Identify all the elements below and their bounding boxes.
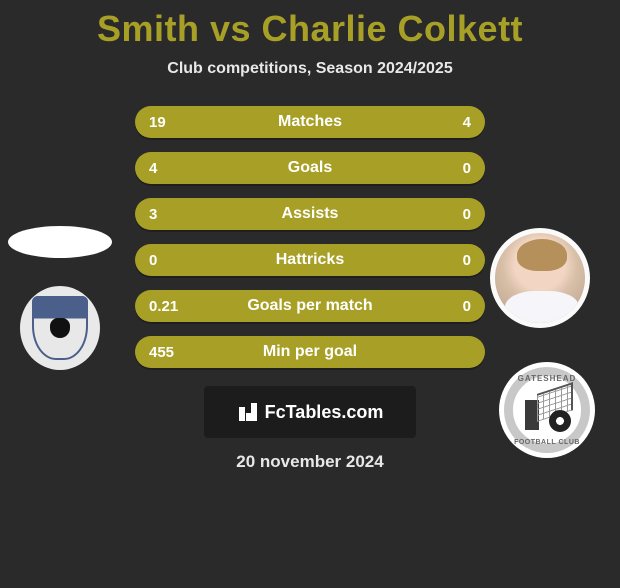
stat-left-value: 455 [149,344,174,361]
club-badge-left [20,286,100,370]
stat-row: 0.21 Goals per match 0 [135,290,485,322]
snapshot-date: 20 november 2024 [0,452,620,472]
stat-label: Goals per match [247,297,372,315]
stat-left-value: 4 [149,160,157,177]
comparison-panel: GATESHEAD FOOTBALL CLUB 19 Matches 4 4 G… [0,106,620,472]
stat-right-value: 0 [463,160,471,177]
stats-list: 19 Matches 4 4 Goals 0 3 Assists 0 0 Hat… [135,106,485,368]
player-photo-left [8,226,112,258]
stat-right-value: 4 [463,114,471,131]
subtitle: Club competitions, Season 2024/2025 [0,60,620,78]
stat-label: Goals [288,159,332,177]
stat-row: 455 Min per goal [135,336,485,368]
stat-right-value: 0 [463,206,471,223]
stat-left-value: 3 [149,206,157,223]
stat-left-value: 0 [149,252,157,269]
stat-label: Matches [278,113,342,131]
stat-right-value: 0 [463,252,471,269]
player-photo-right [490,228,590,328]
attribution-badge: FcTables.com [204,386,416,438]
stat-row: 4 Goals 0 [135,152,485,184]
club-ring-icon: GATESHEAD FOOTBALL CLUB [504,367,590,453]
page-title: Smith vs Charlie Colkett [0,8,620,50]
stat-label: Assists [282,205,339,223]
stat-row: 19 Matches 4 [135,106,485,138]
stat-label: Hattricks [276,251,344,269]
ball-icon [549,410,571,432]
attribution-text: FcTables.com [265,402,384,423]
stat-right-value: 0 [463,298,471,315]
club-badge-right: GATESHEAD FOOTBALL CLUB [499,362,595,458]
club-ring-text-bottom: FOOTBALL CLUB [514,439,580,446]
stat-left-value: 0.21 [149,298,178,315]
club-ring-text-top: GATESHEAD [518,374,577,383]
shield-icon [32,296,88,360]
stat-row: 0 Hattricks 0 [135,244,485,276]
stat-label: Min per goal [263,343,357,361]
bars-icon [237,401,259,423]
stat-row: 3 Assists 0 [135,198,485,230]
stat-left-value: 19 [149,114,166,131]
